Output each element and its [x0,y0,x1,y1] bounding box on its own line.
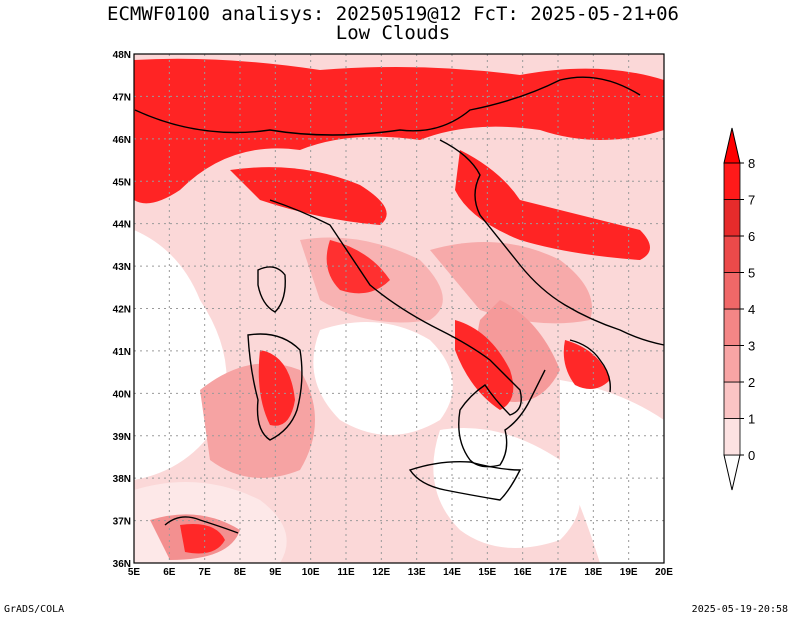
colorbar-segment [723,418,741,456]
latitude-label: 44N [113,220,131,231]
latitude-label: 37N [113,517,131,528]
footer-timestamp: 2025-05-19-20:58 [691,604,788,615]
colorbar-label: 0 [748,448,755,463]
longitude-label: 11E [337,567,355,578]
colorbar-label: 7 [748,193,755,208]
longitude-label: 8E [234,567,247,578]
longitude-label: 15E [478,567,496,578]
coastline [134,76,665,534]
map-frame [133,53,665,564]
colorbar-label: 5 [748,266,755,281]
latitude-label: 36N [113,559,131,570]
latitude-label: 40N [113,389,131,400]
colorbar-label: 3 [748,339,755,354]
colorbar-label: 8 [748,156,755,171]
longitude-label: 6E [163,567,176,578]
colorbar-min-arrow [723,454,741,491]
longitude-label: 5E [128,567,141,578]
longitude-label: 9E [269,567,282,578]
map-subtitle: Low Clouds [335,22,451,44]
lat-lon-grid [134,54,664,563]
colorbar-segment [723,381,741,419]
colorbar-label: 2 [748,375,755,390]
colorbar: 0 1 2 3 4 5 6 7 8 [723,127,755,491]
longitude-label: 13E [408,567,426,578]
colorbar-max-arrow [723,127,741,164]
latitude-label: 42N [113,305,131,316]
colorbar-label: 1 [748,412,755,427]
latitude-label: 41N [113,347,131,358]
longitude-label: 20E [655,567,673,578]
longitude-label: 12E [372,567,390,578]
longitude-label: 10E [302,567,320,578]
latitude-labels: 48N 47N 46N 45N 44N 43N 42N 41N 40N 39N 38N 37N 36N [113,50,131,570]
longitude-label: 16E [514,567,532,578]
longitude-label: 7E [199,567,212,578]
longitude-label: 18E [584,567,602,578]
latitude-label: 43N [113,262,131,273]
latitude-label: 39N [113,432,131,443]
latitude-label: 38N [113,474,131,485]
colorbar-segment [723,162,741,200]
colorbar-segment [723,235,741,273]
colorbar-label: 4 [748,302,755,317]
longitude-labels: 5E 6E 7E 8E 9E 10E 11E 12E 13E 14E 15E 16E 17E 18E 19E… [128,567,673,578]
longitude-label: 14E [443,567,461,578]
longitude-label: 19E [620,567,638,578]
colorbar-segment [723,308,741,346]
colorbar-segment [723,345,741,383]
latitude-label: 46N [113,135,131,146]
footer-credit: GrADS/COLA [4,604,65,615]
latitude-label: 48N [113,50,131,61]
colorbar-segment [723,199,741,237]
map-title: ECMWF0100 analisys: 20250519@12 FcT: 202… [107,3,679,25]
latitude-label: 45N [113,177,131,188]
colorbar-label: 6 [748,229,755,244]
latitude-label: 47N [113,92,131,103]
colorbar-segment [723,272,741,310]
longitude-label: 17E [549,567,567,578]
